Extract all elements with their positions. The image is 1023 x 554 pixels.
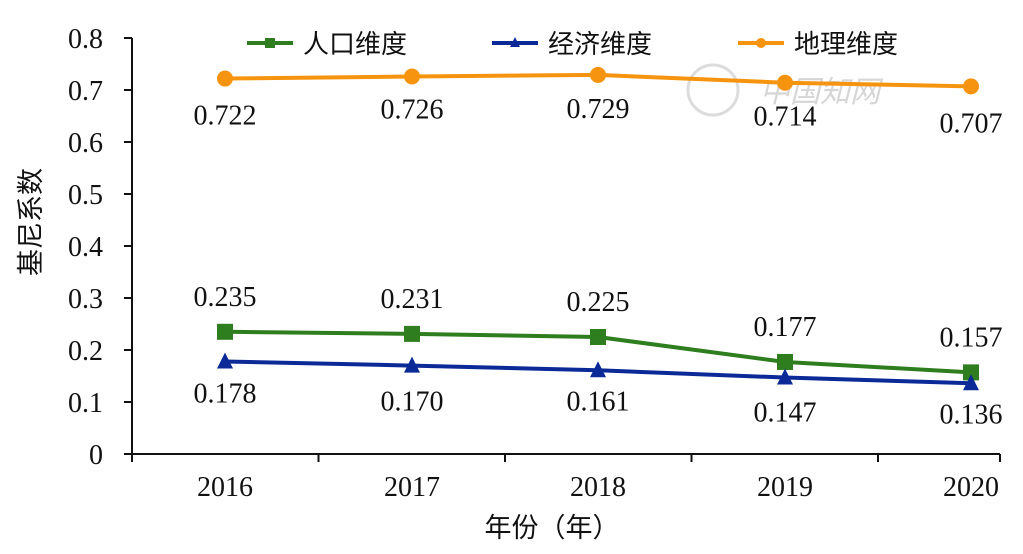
- data-point: [217, 352, 233, 369]
- data-label: 0.231: [381, 284, 444, 315]
- x-tick-label: 2017: [384, 472, 440, 503]
- y-tick-label: 0: [89, 440, 103, 471]
- series-1: [217, 323, 979, 381]
- data-label: 0.177: [754, 312, 817, 343]
- data-label: 0.170: [381, 387, 444, 418]
- data-point: [777, 74, 793, 91]
- data-point: [590, 329, 606, 345]
- data-point: [963, 374, 979, 391]
- legend: 人口维度 经济维度 地理维度: [247, 30, 898, 60]
- data-label: 0.714: [754, 102, 817, 133]
- data-point: [404, 325, 420, 342]
- data-label: 0.136: [940, 399, 1003, 430]
- data-label: 0.147: [754, 398, 817, 429]
- data-point: [777, 353, 793, 370]
- legend-marker: [265, 38, 275, 48]
- y-tick-label: 0.6: [68, 128, 103, 159]
- legend-label: 地理维度: [794, 30, 898, 60]
- data-point: [963, 364, 979, 381]
- x-tick-label: 2018: [570, 472, 626, 503]
- y-tick-label: 0.8: [68, 24, 103, 55]
- data-point: [217, 323, 233, 340]
- legend-item: 经济维度: [492, 30, 652, 60]
- series-3: [217, 66, 979, 95]
- x-tick-label: 2019: [757, 472, 813, 503]
- data-label: 0.178: [194, 378, 257, 409]
- x-tick-label: 2016: [197, 472, 253, 503]
- x-axis-title: 年份（年）: [485, 513, 620, 544]
- data-labels: 0.235 0.231 0.225 0.177 0.157 0.178 0.170 0.161…: [194, 94, 1003, 430]
- axes: 0 0.1 0.2 0.3 0.4 0.5 0.6 0.7 0.8 2016 2017 2018 201…: [68, 24, 1001, 503]
- data-point: [217, 70, 233, 87]
- data-point: [404, 356, 420, 373]
- series-layer: [217, 66, 979, 391]
- legend-marker: [756, 38, 766, 48]
- data-point: [590, 66, 606, 83]
- y-tick-label: 0.5: [68, 180, 103, 211]
- data-label: 0.161: [567, 386, 630, 417]
- data-point: [963, 78, 979, 95]
- y-tick-label: 0.2: [68, 336, 103, 367]
- x-tick-label: 2020: [943, 472, 999, 503]
- watermark-seal-icon: [686, 63, 740, 117]
- y-tick-label: 0.4: [68, 232, 103, 263]
- data-label: 0.707: [940, 108, 1003, 139]
- data-point: [777, 368, 793, 385]
- legend-item: 地理维度: [738, 30, 898, 60]
- data-point: [404, 68, 420, 85]
- legend-label: 人口维度: [303, 30, 407, 60]
- data-label: 0.729: [567, 94, 630, 125]
- legend-item: 人口维度: [247, 30, 407, 60]
- data-label: 0.157: [940, 322, 1003, 353]
- y-tick-label: 0.1: [68, 388, 103, 419]
- data-label: 0.225: [567, 287, 630, 318]
- legend-marker: [510, 37, 520, 47]
- legend-label: 经济维度: [548, 30, 652, 60]
- data-label: 0.726: [381, 94, 444, 125]
- y-tick-label: 0.7: [68, 76, 103, 107]
- y-axis-title: 基尼系数: [16, 168, 47, 276]
- y-tick-label: 0.3: [68, 284, 103, 315]
- series-2: [217, 352, 979, 391]
- data-point: [590, 361, 606, 378]
- data-label: 0.722: [194, 101, 257, 132]
- data-label: 0.235: [194, 282, 257, 313]
